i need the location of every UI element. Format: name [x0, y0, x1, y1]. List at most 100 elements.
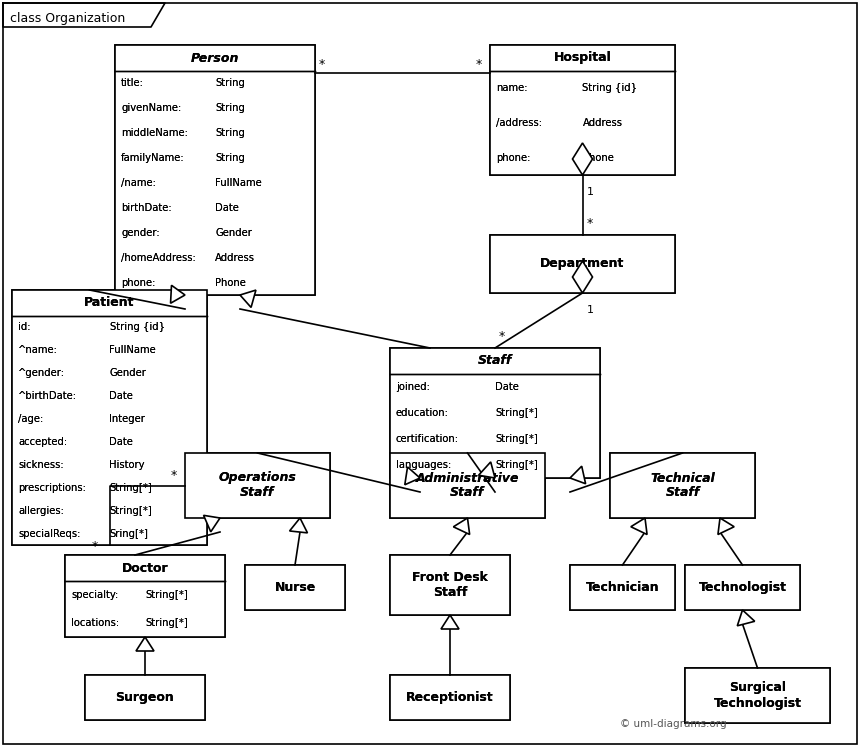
Text: Person: Person — [191, 52, 239, 64]
Text: Technologist: Technologist — [698, 581, 787, 594]
Text: FullName: FullName — [215, 178, 261, 188]
Text: Sring[*]: Sring[*] — [109, 529, 149, 539]
Text: String: String — [215, 128, 245, 138]
Text: /name:: /name: — [121, 178, 156, 188]
Text: title:: title: — [121, 78, 144, 88]
Polygon shape — [573, 143, 593, 175]
Text: birthDate:: birthDate: — [121, 203, 172, 213]
Text: phone:: phone: — [496, 152, 531, 163]
Text: Date: Date — [109, 391, 133, 401]
Text: Hospital: Hospital — [554, 52, 611, 64]
Text: String[*]: String[*] — [495, 460, 538, 470]
Text: certification:: certification: — [396, 434, 459, 444]
Bar — [12, 290, 207, 545]
Text: Person: Person — [191, 52, 239, 64]
Text: String[*]: String[*] — [145, 590, 187, 600]
Text: History: History — [109, 460, 145, 470]
Text: Surgeon: Surgeon — [115, 691, 175, 704]
Text: Sring[*]: Sring[*] — [109, 529, 149, 539]
Bar — [185, 453, 330, 518]
Text: FullName: FullName — [215, 178, 261, 188]
Text: Staff: Staff — [478, 355, 513, 368]
Text: ^birthDate:: ^birthDate: — [18, 391, 77, 401]
Text: Receptionist: Receptionist — [406, 691, 494, 704]
Bar — [65, 555, 225, 637]
Text: Technician: Technician — [586, 581, 660, 594]
Text: History: History — [109, 460, 145, 470]
Text: String: String — [215, 78, 245, 88]
Bar — [390, 348, 600, 478]
Text: class Organization: class Organization — [10, 12, 126, 25]
Text: String[*]: String[*] — [145, 590, 187, 600]
Text: education:: education: — [396, 408, 449, 418]
Text: String[*]: String[*] — [109, 506, 152, 515]
Bar — [390, 453, 545, 518]
Polygon shape — [453, 518, 470, 535]
Polygon shape — [737, 610, 755, 626]
Text: /age:: /age: — [18, 414, 43, 424]
Text: String: String — [215, 153, 245, 163]
Text: © uml-diagrams.org: © uml-diagrams.org — [620, 719, 727, 729]
Text: ^gender:: ^gender: — [18, 368, 65, 378]
Bar — [570, 565, 675, 610]
Text: Date: Date — [109, 437, 133, 447]
Text: /address:: /address: — [496, 118, 542, 128]
Text: *: * — [476, 58, 482, 71]
Text: familyName:: familyName: — [121, 153, 185, 163]
Bar — [185, 453, 330, 518]
Text: education:: education: — [396, 408, 449, 418]
Polygon shape — [718, 518, 734, 535]
Text: Phone: Phone — [215, 278, 246, 288]
Text: gender:: gender: — [121, 228, 160, 238]
Text: /address:: /address: — [496, 118, 542, 128]
Text: Technical
Staff: Technical Staff — [650, 471, 715, 500]
Polygon shape — [631, 518, 647, 535]
Text: phone:: phone: — [121, 278, 156, 288]
Text: title:: title: — [121, 78, 144, 88]
Text: String[*]: String[*] — [495, 408, 538, 418]
Text: String[*]: String[*] — [495, 434, 538, 444]
Text: String: String — [215, 153, 245, 163]
Bar — [610, 453, 755, 518]
Polygon shape — [136, 637, 154, 651]
Polygon shape — [441, 615, 459, 629]
Text: *: * — [499, 330, 506, 343]
Text: accepted:: accepted: — [18, 437, 67, 447]
Text: prescriptions:: prescriptions: — [18, 483, 86, 493]
Text: Doctor: Doctor — [121, 562, 169, 574]
Text: Technologist: Technologist — [698, 581, 787, 594]
Text: locations:: locations: — [71, 618, 120, 628]
Text: Date: Date — [109, 391, 133, 401]
Text: Date: Date — [495, 382, 519, 392]
Text: Phone: Phone — [215, 278, 246, 288]
Bar — [115, 45, 315, 295]
Bar — [610, 453, 755, 518]
Text: Technician: Technician — [586, 581, 660, 594]
Text: specialty:: specialty: — [71, 590, 119, 600]
Text: id:: id: — [18, 323, 30, 332]
Text: /age:: /age: — [18, 414, 43, 424]
Text: Date: Date — [495, 382, 519, 392]
Text: String[*]: String[*] — [495, 408, 538, 418]
Bar — [390, 675, 510, 720]
Text: Date: Date — [215, 203, 239, 213]
Text: String: String — [215, 78, 245, 88]
Text: 1: 1 — [587, 305, 593, 315]
Text: String {id}: String {id} — [109, 323, 164, 332]
Text: Nurse: Nurse — [274, 581, 316, 594]
Text: Address: Address — [582, 118, 623, 128]
Text: String {id}: String {id} — [582, 84, 637, 93]
Text: /name:: /name: — [121, 178, 156, 188]
Text: ^gender:: ^gender: — [18, 368, 65, 378]
Bar — [685, 668, 830, 723]
Text: Date: Date — [215, 203, 239, 213]
Text: sickness:: sickness: — [18, 460, 64, 470]
Bar — [65, 555, 225, 637]
Text: Administrative
Staff: Administrative Staff — [415, 471, 519, 500]
Text: birthDate:: birthDate: — [121, 203, 172, 213]
Text: Department: Department — [540, 258, 624, 270]
Text: FullName: FullName — [109, 345, 157, 356]
Bar — [390, 555, 510, 615]
Text: String[*]: String[*] — [495, 434, 538, 444]
Text: /homeAddress:: /homeAddress: — [121, 252, 196, 263]
